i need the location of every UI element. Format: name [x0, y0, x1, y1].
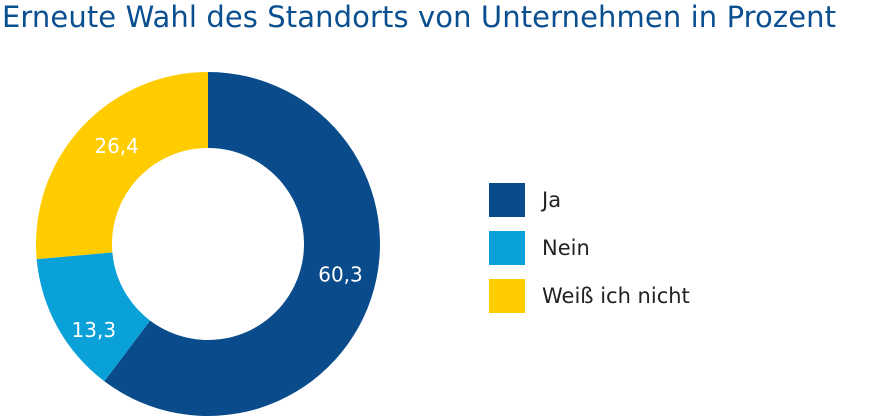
- legend-label-weiss-ich-nicht: Weiß ich nicht: [542, 284, 690, 308]
- slice-nein: [36, 252, 151, 382]
- slice-ja: [104, 72, 380, 416]
- legend-swatch-ja: [489, 183, 525, 217]
- legend-swatch-weiss-ich-nicht: [489, 279, 525, 313]
- legend-label-ja: Ja: [542, 188, 562, 212]
- data-label-ja: 60,3: [318, 263, 363, 287]
- legend-item-weiss-ich-nicht: Weiß ich nicht: [489, 272, 690, 320]
- chart-title: Erneute Wahl des Standorts von Unternehm…: [2, 0, 837, 34]
- legend: Ja Nein Weiß ich nicht: [489, 176, 690, 320]
- legend-item-nein: Nein: [489, 224, 690, 272]
- data-label-weiss-ich-nicht: 26,4: [94, 134, 139, 158]
- legend-label-nein: Nein: [542, 236, 590, 260]
- data-label-nein: 13,3: [72, 318, 117, 342]
- legend-item-ja: Ja: [489, 176, 690, 224]
- legend-swatch-nein: [489, 231, 525, 265]
- slice-weiss-ich-nicht: [35, 72, 208, 260]
